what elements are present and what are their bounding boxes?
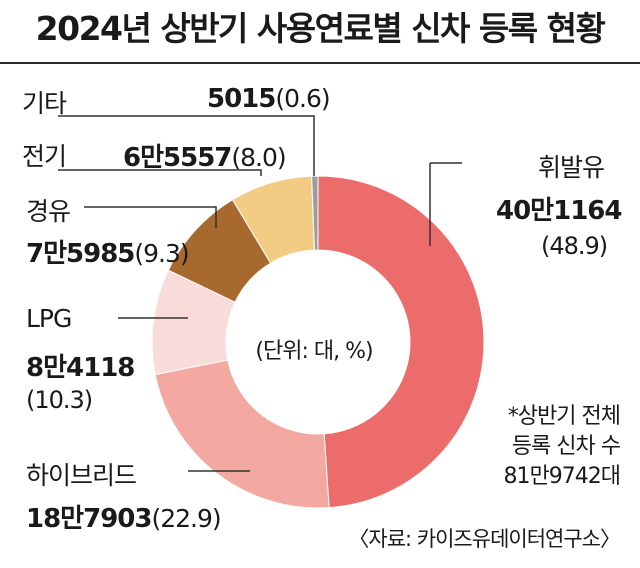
label-other-pct: (0.6) bbox=[275, 84, 330, 113]
total-note-line-2: 등록 신차 수 bbox=[511, 434, 621, 459]
label-other-value: 5015(0.6) bbox=[207, 84, 331, 114]
total-note: *상반기 전체 등록 신차 수 81만9742대 bbox=[503, 402, 621, 492]
label-other-name: 기타 bbox=[22, 89, 67, 118]
label-gasoline-value: 40만1164 bbox=[496, 190, 622, 227]
total-note-line-3: 81만9742대 bbox=[503, 464, 621, 489]
label-diesel-pct: (9.3) bbox=[134, 239, 189, 268]
slice-other bbox=[311, 175, 319, 251]
label-other-count: 5015 bbox=[207, 84, 276, 114]
label-hybrid-value: 18만7903(22.9) bbox=[26, 498, 222, 535]
source-credit: 〈자료: 카이즈유데이터연구소〉 bbox=[348, 527, 621, 551]
label-hybrid-pct: (22.9) bbox=[151, 504, 221, 533]
label-diesel-count: 7만5985 bbox=[26, 239, 135, 269]
leader-line-gasoline bbox=[429, 162, 462, 246]
label-electric-name: 전기 bbox=[22, 142, 67, 171]
label-electric-count: 6만5557 bbox=[123, 143, 232, 173]
label-electric-pct: (8.0) bbox=[231, 143, 286, 172]
label-gasoline-count: 40만1164 bbox=[496, 196, 622, 226]
label-diesel-value: 7만5985(9.3) bbox=[26, 233, 190, 270]
leader-line-other bbox=[58, 115, 315, 176]
leader-line-electric bbox=[58, 169, 262, 176]
label-diesel-name: 경유 bbox=[26, 197, 71, 226]
chart-title: 2024년 상반기 사용연료별 신차 등록 현황 bbox=[35, 9, 606, 48]
label-lpg-name: LPG bbox=[26, 304, 72, 333]
label-lpg-value: 8만4118 bbox=[26, 347, 135, 384]
total-note-line-1: *상반기 전체 bbox=[507, 404, 621, 429]
leader-line-diesel bbox=[84, 206, 217, 228]
title-rule bbox=[0, 62, 640, 64]
slice-hybrid bbox=[154, 359, 330, 509]
label-gasoline-pct: (48.9) bbox=[541, 232, 608, 260]
label-hybrid-name: 하이브리드 bbox=[26, 461, 137, 490]
label-hybrid-count: 18만7903 bbox=[26, 504, 152, 534]
label-lpg-pct: (10.3) bbox=[26, 386, 93, 414]
unit-label: (단위: 대, %) bbox=[255, 339, 373, 364]
label-lpg-count: 8만4118 bbox=[26, 353, 135, 383]
label-gasoline-name: 휘발유 bbox=[538, 153, 605, 182]
label-electric-value: 6만5557(8.0) bbox=[123, 137, 287, 174]
slice-gasoline bbox=[317, 175, 485, 509]
